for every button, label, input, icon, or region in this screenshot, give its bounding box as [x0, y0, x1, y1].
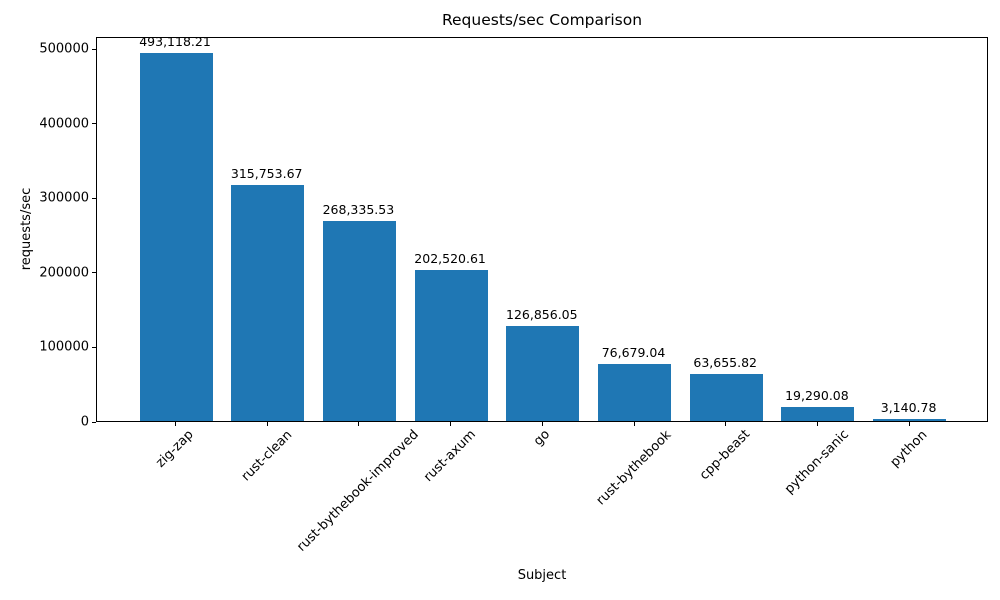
y-tick-label: 400000 [39, 116, 89, 132]
bar-value-label: 268,335.53 [322, 201, 395, 217]
y-tick-mark [92, 197, 96, 199]
bar-python [873, 418, 947, 421]
y-tick-label: 200000 [39, 265, 89, 281]
bar-value-label: 202,520.61 [414, 250, 486, 266]
x-tick-label: rust-bythebook-improved [294, 427, 423, 555]
x-tick-mark [541, 422, 543, 426]
chart-title: Requests/sec Comparison [441, 11, 643, 29]
x-tick-mark [450, 422, 452, 426]
x-tick-mark [816, 422, 818, 426]
plot-area [96, 37, 988, 422]
bar-python-sanic [781, 406, 855, 421]
x-tick-mark [908, 422, 910, 426]
y-tick-label: 300000 [39, 190, 89, 206]
x-tick-label: python [887, 427, 930, 470]
y-tick-mark [92, 346, 96, 348]
x-tick-mark [725, 422, 727, 426]
y-tick-label: 100000 [39, 339, 89, 355]
y-tick-label: 0 [80, 414, 89, 430]
bar-rust-clean [231, 185, 305, 421]
bar-cpp-beast [689, 373, 763, 421]
bar-rust-bythebook-improved [322, 220, 396, 421]
y-tick-mark [92, 421, 96, 423]
x-tick-label: zig-zap [153, 427, 197, 471]
bar-zig-zap [139, 53, 213, 421]
y-tick-mark [92, 48, 96, 50]
x-tick-label: go [530, 427, 553, 450]
bar-value-label: 126,856.05 [506, 307, 578, 323]
x-tick-label: rust-axum [421, 427, 479, 486]
bar-value-label: 76,679.04 [601, 344, 666, 360]
x-tick-label: rust-clean [238, 427, 296, 484]
x-tick-label: rust-bythebook [593, 427, 674, 508]
bar-rust-axum [414, 269, 488, 421]
y-axis-label: requests/sec [19, 187, 34, 271]
bar-value-label: 19,290.08 [785, 387, 849, 403]
bar-value-label: 3,140.78 [880, 399, 937, 415]
y-tick-label: 500000 [39, 41, 89, 57]
x-tick-label: python-sanic [781, 427, 852, 498]
x-tick-mark [266, 422, 268, 426]
bar-rust-bythebook [598, 363, 671, 421]
bar-go [506, 326, 580, 421]
x-axis-label: Subject [517, 568, 567, 583]
bar-value-label: 63,655.82 [693, 354, 757, 370]
x-tick-mark [175, 422, 176, 426]
bar-value-label: 493,118.21 [139, 34, 211, 50]
y-tick-mark [92, 123, 96, 125]
x-tick-label: cpp-beast [697, 427, 754, 484]
x-tick-mark [358, 422, 360, 426]
x-tick-mark [633, 422, 635, 426]
bar-value-label: 315,753.67 [230, 166, 303, 182]
y-tick-mark [92, 272, 96, 274]
